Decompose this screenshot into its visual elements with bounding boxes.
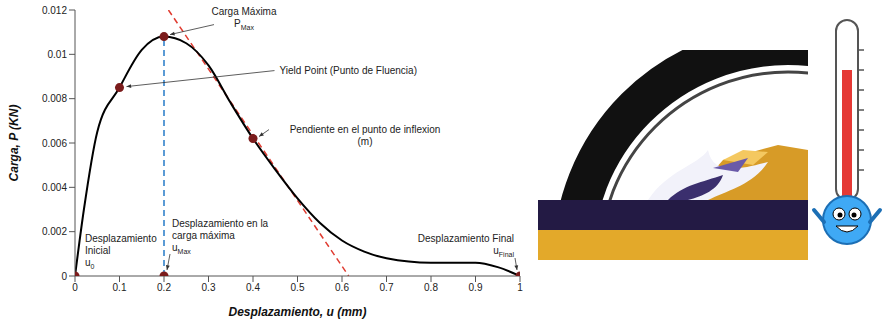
svg-text:0.01: 0.01 — [48, 49, 68, 60]
svg-text:0.8: 0.8 — [424, 282, 438, 293]
svg-text:0: 0 — [72, 282, 78, 293]
svg-text:(m): (m) — [358, 136, 373, 147]
svg-text:carga máxima: carga máxima — [172, 230, 235, 241]
svg-text:Desplazamiento, u (mm): Desplazamiento, u (mm) — [228, 305, 366, 319]
svg-text:uFinal: uFinal — [493, 245, 514, 258]
svg-text:0.9: 0.9 — [469, 282, 483, 293]
svg-text:0.7: 0.7 — [380, 282, 394, 293]
svg-text:0.6: 0.6 — [335, 282, 349, 293]
svg-text:u0: u0 — [85, 257, 95, 270]
svg-text:Desplazamiento en la: Desplazamiento en la — [172, 218, 269, 229]
svg-text:0.1: 0.1 — [113, 282, 127, 293]
svg-text:Carga Máxima: Carga Máxima — [211, 6, 276, 17]
svg-text:Desplazamiento Final: Desplazamiento Final — [418, 233, 514, 244]
svg-text:Desplazamiento: Desplazamiento — [85, 233, 157, 244]
svg-text:Carga, P (KN): Carga, P (KN) — [7, 105, 21, 182]
svg-text:0.006: 0.006 — [42, 138, 67, 149]
svg-text:0.5: 0.5 — [291, 282, 305, 293]
svg-text:0.002: 0.002 — [42, 226, 67, 237]
svg-text:0.3: 0.3 — [202, 282, 216, 293]
svg-text:0.4: 0.4 — [246, 282, 260, 293]
svg-text:Yield Point (Punto de Fluencia: Yield Point (Punto de Fluencia) — [280, 65, 418, 76]
svg-text:0.004: 0.004 — [42, 182, 67, 193]
svg-text:0: 0 — [61, 271, 67, 282]
svg-text:0.2: 0.2 — [157, 282, 171, 293]
svg-text:PMax: PMax — [234, 18, 254, 31]
svg-text:1: 1 — [517, 282, 523, 293]
svg-text:uMax: uMax — [172, 242, 191, 255]
svg-text:Inicial: Inicial — [85, 245, 111, 256]
svg-text:0.012: 0.012 — [42, 5, 67, 16]
svg-text:0.008: 0.008 — [42, 93, 67, 104]
svg-text:Pendiente en el punto de infle: Pendiente en el punto de inflexion — [290, 124, 441, 135]
